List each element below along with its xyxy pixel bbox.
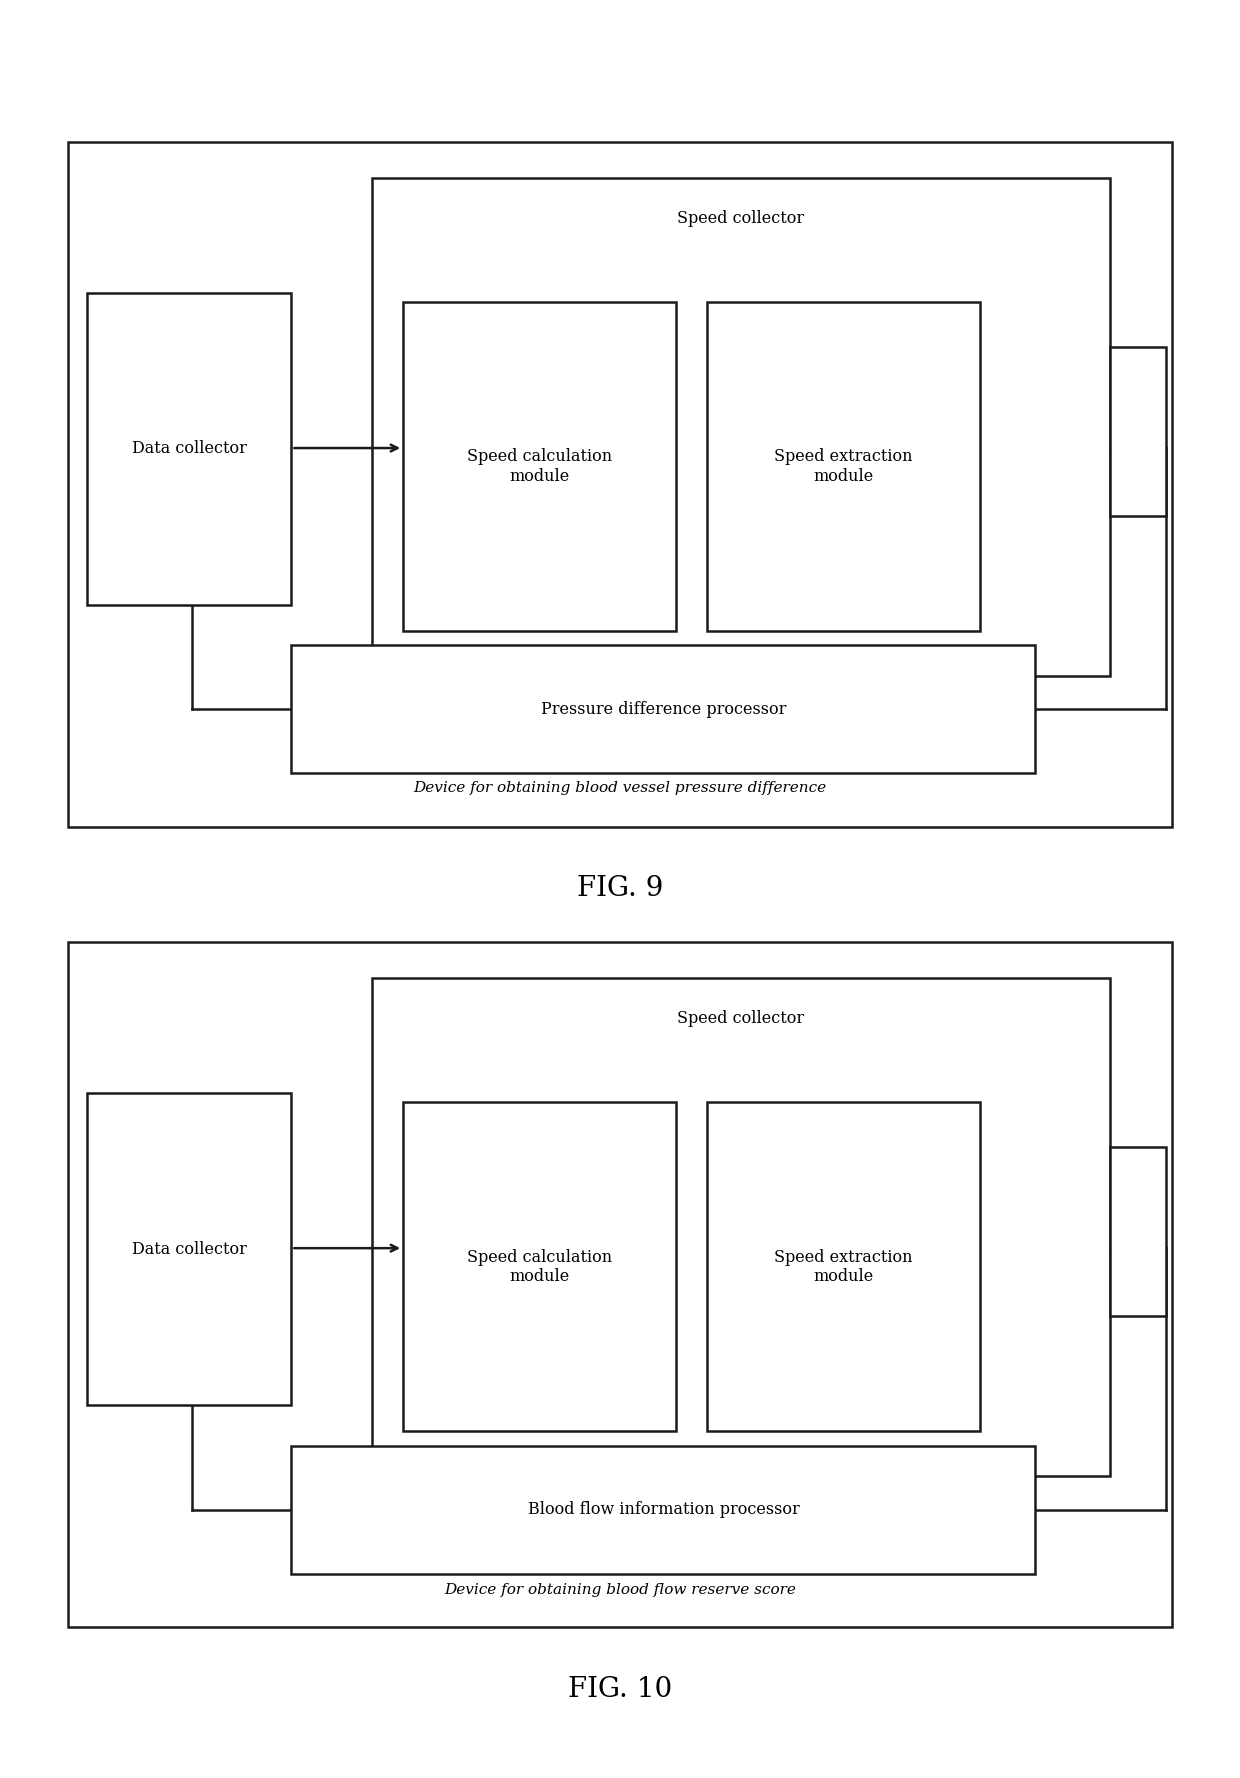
Text: FIG. 10: FIG. 10 (568, 1675, 672, 1703)
Text: Pressure difference processor: Pressure difference processor (541, 701, 786, 718)
Bar (87, 1093, 291, 1405)
Text: Device for obtaining blood vessel pressure difference: Device for obtaining blood vessel pressu… (413, 781, 827, 795)
Bar (291, 645, 1035, 773)
Bar (87, 293, 291, 605)
Bar (372, 178, 1110, 676)
Text: Speed collector: Speed collector (677, 210, 805, 228)
Bar (372, 978, 1110, 1476)
Text: Blood flow information processor: Blood flow information processor (527, 1501, 800, 1518)
Bar (1110, 347, 1166, 516)
Text: Speed calculation
module: Speed calculation module (466, 448, 613, 485)
Text: FIG. 9: FIG. 9 (577, 875, 663, 903)
Text: Speed extraction
module: Speed extraction module (774, 448, 913, 485)
Text: Device for obtaining blood flow reserve score: Device for obtaining blood flow reserve … (444, 1582, 796, 1597)
Bar (68, 142, 1172, 827)
Bar (403, 1102, 676, 1431)
Bar (1110, 1147, 1166, 1316)
Text: Speed calculation
module: Speed calculation module (466, 1248, 613, 1285)
Text: Speed collector: Speed collector (677, 1010, 805, 1028)
Bar (707, 302, 980, 631)
Bar (707, 1102, 980, 1431)
Bar (68, 942, 1172, 1627)
Text: Data collector: Data collector (131, 1241, 247, 1257)
Bar (403, 302, 676, 631)
Text: Speed extraction
module: Speed extraction module (774, 1248, 913, 1285)
Text: Data collector: Data collector (131, 441, 247, 457)
Bar (291, 1446, 1035, 1574)
